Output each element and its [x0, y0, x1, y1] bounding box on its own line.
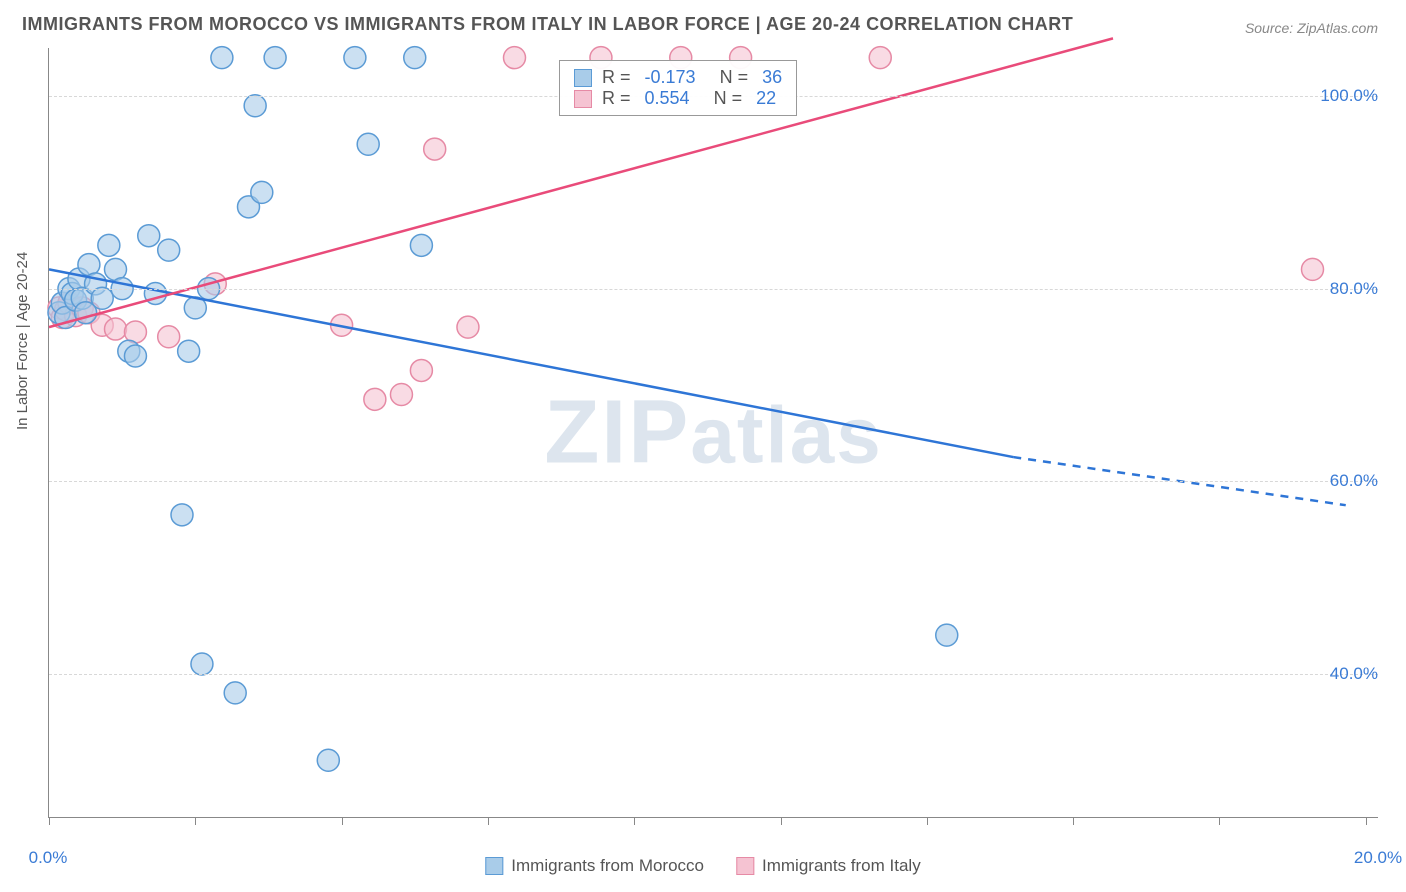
- series-legend: Immigrants from Morocco Immigrants from …: [485, 856, 920, 876]
- correlation-legend: R = -0.173 N = 36 R = 0.554 N = 22: [559, 60, 797, 116]
- data-point: [244, 95, 266, 117]
- chart-title: IMMIGRANTS FROM MOROCCO VS IMMIGRANTS FR…: [22, 14, 1073, 35]
- data-point: [404, 47, 426, 69]
- data-point: [158, 239, 180, 261]
- data-point: [138, 225, 160, 247]
- data-point: [1302, 258, 1324, 280]
- data-point: [317, 749, 339, 771]
- legend-swatch-italy-icon: [736, 857, 754, 875]
- legend-swatch-morocco: [574, 69, 592, 87]
- x-tick: [195, 817, 196, 825]
- x-tick: [927, 817, 928, 825]
- y-tick-label: 100.0%: [1320, 86, 1378, 106]
- gridline: [49, 289, 1378, 290]
- data-point: [410, 359, 432, 381]
- x-tick: [342, 817, 343, 825]
- gridline: [49, 481, 1378, 482]
- legend-label-italy: Immigrants from Italy: [762, 856, 921, 876]
- data-point: [178, 340, 200, 362]
- x-tick: [49, 817, 50, 825]
- data-point: [158, 326, 180, 348]
- source-attribution: Source: ZipAtlas.com: [1245, 20, 1378, 36]
- legend-item-italy: Immigrants from Italy: [736, 856, 921, 876]
- y-tick-label: 40.0%: [1330, 664, 1378, 684]
- legend-item-morocco: Immigrants from Morocco: [485, 856, 704, 876]
- plot-svg: [49, 48, 1378, 817]
- data-point: [124, 345, 146, 367]
- legend-n-label: N =: [720, 67, 749, 88]
- x-tick: [488, 817, 489, 825]
- legend-r-label: R =: [602, 67, 631, 88]
- data-point: [504, 47, 526, 69]
- x-tick-label: 0.0%: [29, 848, 68, 868]
- x-tick: [1219, 817, 1220, 825]
- data-point: [869, 47, 891, 69]
- legend-n-value-italy: 22: [756, 88, 776, 109]
- data-point: [264, 47, 286, 69]
- data-point: [105, 318, 127, 340]
- legend-swatch-italy: [574, 90, 592, 108]
- y-axis-label: In Labor Force | Age 20-24: [14, 252, 31, 430]
- legend-label-morocco: Immigrants from Morocco: [511, 856, 704, 876]
- legend-r-value-morocco: -0.173: [645, 67, 696, 88]
- legend-r-value-italy: 0.554: [645, 88, 690, 109]
- data-point: [357, 133, 379, 155]
- data-point: [424, 138, 446, 160]
- legend-n-value-morocco: 36: [762, 67, 782, 88]
- data-point: [251, 181, 273, 203]
- data-point: [98, 234, 120, 256]
- y-tick-label: 80.0%: [1330, 279, 1378, 299]
- legend-swatch-morocco-icon: [485, 857, 503, 875]
- data-point: [364, 388, 386, 410]
- x-tick-label: 20.0%: [1354, 848, 1402, 868]
- data-point: [344, 47, 366, 69]
- data-point: [936, 624, 958, 646]
- x-tick: [1366, 817, 1367, 825]
- y-tick-label: 60.0%: [1330, 471, 1378, 491]
- legend-n-label: N =: [714, 88, 743, 109]
- data-point: [211, 47, 233, 69]
- x-tick: [1073, 817, 1074, 825]
- data-point: [457, 316, 479, 338]
- chart-container: IMMIGRANTS FROM MOROCCO VS IMMIGRANTS FR…: [0, 0, 1406, 892]
- x-tick: [781, 817, 782, 825]
- data-point: [91, 287, 113, 309]
- trend-line: [49, 269, 1013, 457]
- data-point: [191, 653, 213, 675]
- legend-row-italy: R = 0.554 N = 22: [574, 88, 782, 109]
- x-tick: [634, 817, 635, 825]
- data-point: [410, 234, 432, 256]
- gridline: [49, 674, 1378, 675]
- data-point: [224, 682, 246, 704]
- plot-area: ZIPatlas R = -0.173 N = 36 R = 0.554 N =…: [48, 48, 1378, 818]
- data-point: [390, 384, 412, 406]
- data-point: [171, 504, 193, 526]
- legend-row-morocco: R = -0.173 N = 36: [574, 67, 782, 88]
- legend-r-label: R =: [602, 88, 631, 109]
